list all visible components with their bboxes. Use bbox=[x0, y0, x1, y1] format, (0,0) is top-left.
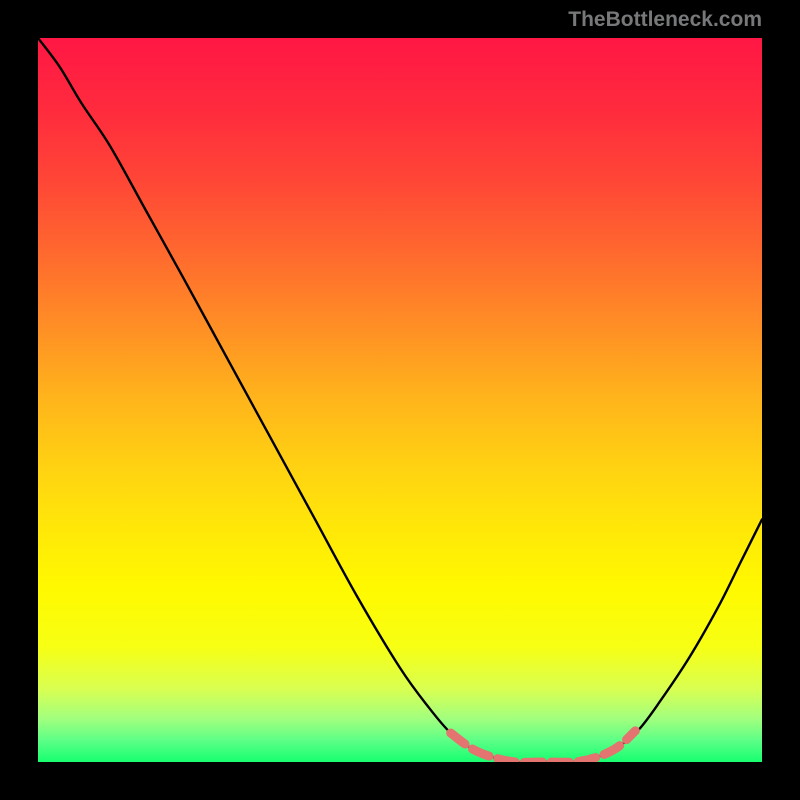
chart-root: TheBottleneck.com bbox=[0, 0, 800, 800]
minimum-band-overlay bbox=[451, 731, 636, 762]
watermark-text: TheBottleneck.com bbox=[568, 8, 762, 32]
curve-svg bbox=[38, 38, 762, 762]
plot-area bbox=[38, 38, 762, 762]
bottleneck-curve bbox=[38, 38, 762, 762]
